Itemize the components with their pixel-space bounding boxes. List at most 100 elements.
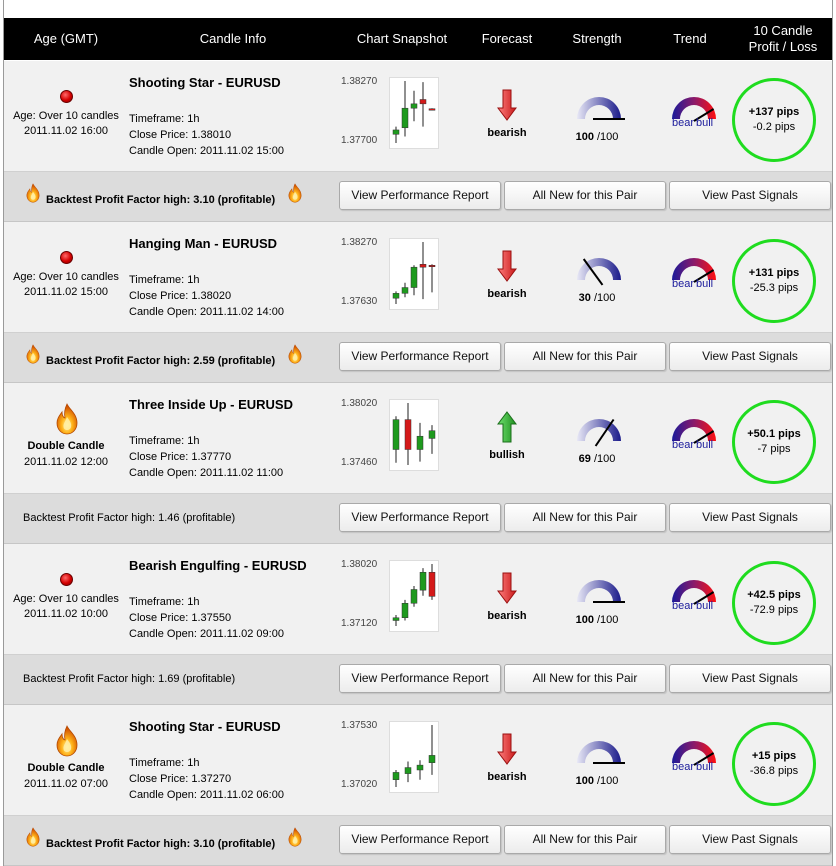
view-past-signals-button[interactable]: View Past Signals	[669, 664, 831, 693]
strength-number: 30	[578, 292, 591, 304]
flame-icon	[25, 344, 41, 364]
all-new-for-pair-button[interactable]: All New for this Pair	[504, 342, 666, 371]
trend-bull-label: bull	[696, 600, 714, 612]
candle-open-label: Candle Open:	[129, 306, 200, 318]
profit-pips: +131 pips	[748, 267, 800, 279]
info-close-price: Close Price: 1.37770	[129, 451, 231, 463]
candle-body	[416, 764, 424, 771]
chart-low-price: 1.37460	[341, 457, 378, 468]
age-label: Double Candle	[27, 762, 105, 774]
forecast-label: bearish	[487, 288, 527, 300]
trend-bear-label: bear	[672, 600, 695, 612]
profit-loss-ring: +15 pips -36.8 pips	[732, 722, 816, 806]
drawdown-pips: -36.8 pips	[749, 765, 799, 777]
view-performance-report-button[interactable]: View Performance Report	[339, 503, 501, 532]
view-past-signals-button[interactable]: View Past Signals	[669, 825, 831, 854]
age-cell: Double Candle 2011.11.02 12:00	[4, 383, 128, 494]
strength-gauge: 100 /100	[571, 737, 631, 787]
all-new-for-pair-button[interactable]: All New for this Pair	[504, 181, 666, 210]
age-cell: Age: Over 10 candles 2011.11.02 16:00	[4, 61, 128, 172]
close-price-value: 1.37270	[191, 773, 232, 785]
view-past-signals-button[interactable]: View Past Signals	[669, 342, 831, 371]
chart-low-price: 1.37630	[341, 296, 378, 307]
chart-high-price: 1.38020	[341, 398, 378, 409]
candle-body	[404, 419, 412, 450]
view-past-signals-button[interactable]: View Past Signals	[669, 503, 831, 532]
age-date: 2011.11.02 07:00	[23, 778, 108, 790]
trend-gauge: bear bull	[665, 577, 725, 613]
trend-gauge: bear bull	[665, 416, 725, 452]
trend-bear-label: bear	[672, 117, 695, 129]
header-forecast: Forecast	[481, 31, 533, 46]
info-candle-open: Candle Open: 2011.11.02 14:00	[129, 306, 284, 318]
flame-icon	[287, 183, 303, 203]
forecast-cell: bearish	[474, 222, 540, 333]
candle-info: Shooting Star - EURUSD Timeframe: 1h Close…	[129, 61, 339, 172]
candle-body	[416, 435, 424, 450]
chart-snapshot[interactable]: 1.37530 1.37020	[339, 720, 439, 793]
candle-open-value: 2011.11.02 14:00	[199, 306, 284, 318]
strength-suffix: /100	[593, 775, 619, 787]
pattern-title[interactable]: Hanging Man - EURUSD	[129, 236, 278, 251]
up-arrow-icon	[497, 411, 517, 446]
bear-bull-gauge-icon	[672, 580, 716, 605]
age-cell: Double Candle 2011.11.02 07:00	[4, 705, 128, 816]
view-performance-report-button[interactable]: View Performance Report	[339, 342, 501, 371]
strength-value: 100 /100	[571, 614, 623, 626]
candlestick-chart	[392, 564, 436, 626]
strength-number: 100	[575, 614, 594, 626]
pattern-title[interactable]: Three Inside Up - EURUSD	[129, 397, 293, 412]
chart-snapshot[interactable]: 1.38270 1.37630	[339, 237, 439, 310]
chart-low-price: 1.37020	[341, 779, 378, 790]
candle-open-value: 2011.11.02 06:00	[199, 789, 284, 801]
candle-body	[392, 129, 400, 135]
candle-body	[428, 755, 436, 763]
flame-icon	[54, 725, 80, 757]
profit-pips: +50.1 pips	[747, 428, 801, 440]
chart-high-price: 1.38270	[341, 237, 378, 248]
view-past-signals-button[interactable]: View Past Signals	[669, 181, 831, 210]
chart-snapshot[interactable]: 1.38020 1.37460	[339, 398, 439, 471]
chart-snapshot[interactable]: 1.38270 1.37700	[339, 76, 439, 149]
header-age: Age (GMT)	[33, 31, 99, 46]
candle-body	[401, 287, 409, 294]
candle-body	[404, 767, 412, 774]
strength-value: 30 /100	[571, 292, 623, 304]
down-arrow-icon	[497, 733, 517, 768]
all-new-for-pair-button[interactable]: All New for this Pair	[504, 825, 666, 854]
view-performance-report-button[interactable]: View Performance Report	[339, 664, 501, 693]
trend-bear-label: bear	[672, 439, 695, 451]
pattern-title[interactable]: Shooting Star - EURUSD	[129, 75, 281, 90]
all-new-for-pair-button[interactable]: All New for this Pair	[504, 503, 666, 532]
timeframe-value: 1h	[187, 274, 200, 286]
flame-icon	[54, 403, 80, 435]
info-candle-open: Candle Open: 2011.11.02 11:00	[129, 467, 283, 479]
timeframe-value: 1h	[187, 757, 200, 769]
timeframe-label: Timeframe:	[129, 757, 188, 769]
info-candle-open: Candle Open: 2011.11.02 09:00	[129, 628, 284, 640]
close-price-value: 1.38010	[191, 129, 232, 141]
age-date: 2011.11.02 15:00	[23, 286, 108, 298]
bear-bull-gauge-icon	[672, 97, 716, 122]
gauge-icon	[577, 97, 625, 120]
red-dot-icon	[60, 573, 73, 586]
chart-high-price: 1.38270	[341, 76, 378, 87]
view-performance-report-button[interactable]: View Performance Report	[339, 181, 501, 210]
table-header: Age (GMT) Candle Info Chart Snapshot For…	[4, 18, 832, 60]
timeframe-label: Timeframe:	[129, 274, 188, 286]
candle-body	[419, 572, 427, 591]
candle-body	[410, 266, 418, 288]
all-new-for-pair-button[interactable]: All New for this Pair	[504, 664, 666, 693]
candle-body	[419, 264, 427, 268]
flame-icon	[287, 344, 303, 364]
view-performance-report-button[interactable]: View Performance Report	[339, 825, 501, 854]
candle-body	[419, 99, 427, 105]
chart-snapshot[interactable]: 1.38020 1.37120	[339, 559, 439, 632]
timeframe-label: Timeframe:	[129, 435, 188, 447]
candle-body	[401, 603, 409, 618]
close-price-value: 1.37770	[191, 451, 232, 463]
candlestick-chart	[392, 725, 436, 787]
pattern-title[interactable]: Shooting Star - EURUSD	[129, 719, 281, 734]
backtest-row: Backtest Profit Factor high: 1.69 (profi…	[4, 655, 832, 705]
pattern-title[interactable]: Bearish Engulfing - EURUSD	[129, 558, 307, 573]
